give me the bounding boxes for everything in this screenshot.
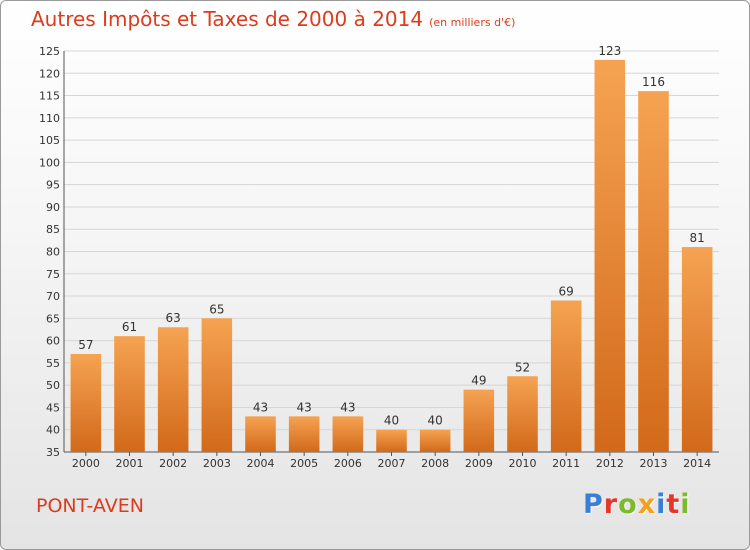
bar-2009 [463,389,495,452]
bar-2008 [419,429,451,452]
bar-value-label: 65 [209,302,224,316]
bar-value-label: 43 [297,400,312,414]
proxiti-logo-letter: o [618,489,638,520]
bar-2012 [594,59,626,453]
bar-2007 [376,429,407,452]
bar-value-label: 43 [253,400,268,414]
x-tick-label: 2006 [334,457,362,470]
bar-2004 [245,416,276,452]
bar-2006 [332,416,364,452]
bar-value-label: 123 [598,44,621,58]
chart-title-unit: (en milliers d'€) [429,16,516,29]
proxiti-logo-letter: t [666,489,681,520]
y-tick-label: 50 [46,379,60,392]
bar-2011 [550,300,582,452]
bar-value-label: 116 [642,75,665,89]
bar-value-label: 63 [166,311,181,325]
bar-2013 [638,91,669,452]
bar-value-label: 81 [690,231,705,245]
x-tick-label: 2012 [596,457,624,470]
bar-value-label: 69 [559,285,574,299]
x-tick-label: 2011 [552,457,580,470]
y-tick-label: 60 [46,335,60,348]
bar-2001 [114,336,145,452]
y-tick-label: 120 [39,67,60,80]
proxiti-logo-letter: i [680,489,691,520]
bar-2003 [201,318,233,452]
x-tick-label: 2014 [683,457,711,470]
proxiti-logo[interactable]: Proxiti [583,489,691,520]
bar-2010 [507,376,538,452]
x-tick-label: 2005 [290,457,318,470]
x-tick-label: 2009 [465,457,493,470]
bar-value-label: 43 [340,400,355,414]
y-tick-label: 110 [39,112,60,125]
x-tick-label: 2010 [509,457,537,470]
x-tick-label: 2000 [72,457,100,470]
y-tick-label: 100 [39,156,60,169]
proxiti-logo-letter: i [656,489,667,520]
bar-2000 [70,353,102,452]
y-tick-label: 70 [46,290,60,303]
y-tick-label: 105 [39,134,60,147]
proxiti-logo-letter: P [583,489,604,520]
bar-value-label: 49 [471,374,486,388]
chart-title: Autres Impôts et Taxes de 2000 à 2014 (en… [31,7,515,31]
y-tick-label: 55 [46,357,60,370]
y-tick-label: 115 [39,90,60,103]
y-tick-label: 95 [46,179,60,192]
chart-title-main: Autres Impôts et Taxes de 2000 à 2014 [31,7,424,31]
y-tick-label: 75 [46,268,60,281]
bar-value-label: 40 [428,414,443,428]
proxiti-logo-letter: x [637,489,657,520]
y-tick-label: 85 [46,223,60,236]
town-name: PONT-AVEN [36,495,144,517]
y-tick-label: 40 [46,424,60,437]
bar-value-label: 61 [122,320,137,334]
y-tick-label: 35 [46,446,60,459]
bar-value-label: 57 [78,338,93,352]
y-tick-label: 65 [46,312,60,325]
x-tick-label: 2001 [116,457,144,470]
y-tick-label: 45 [46,401,60,414]
x-tick-label: 2007 [378,457,406,470]
x-tick-label: 2003 [203,457,231,470]
bar-2014 [681,247,713,452]
y-tick-label: 80 [46,246,60,259]
y-tick-label: 125 [39,45,60,58]
x-tick-label: 2002 [159,457,187,470]
x-tick-label: 2013 [640,457,668,470]
y-tick-label: 90 [46,201,60,214]
bar-value-label: 52 [515,360,530,374]
x-tick-label: 2004 [247,457,275,470]
bar-2002 [157,327,189,452]
x-tick-label: 2008 [421,457,449,470]
proxiti-logo-letter: r [603,489,619,520]
bar-value-label: 40 [384,414,399,428]
bar-2005 [288,416,320,452]
